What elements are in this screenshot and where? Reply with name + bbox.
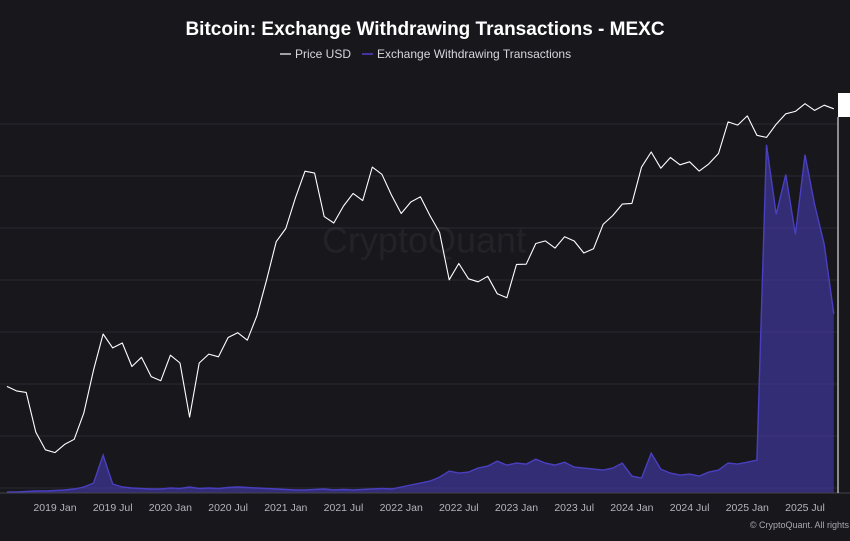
series-price-line[interactable] — [6, 103, 834, 454]
x-tick-label: 2025 Jul — [785, 502, 825, 514]
x-tick-label: 2023 Jan — [495, 502, 538, 514]
watermark: CryptoQuant — [322, 220, 526, 261]
legend-item-price[interactable]: Price USD — [280, 47, 351, 61]
price-value-marker — [838, 93, 850, 117]
x-tick-label: 2019 Jul — [93, 502, 133, 514]
legend: Price USD Exchange Withdrawing Transacti… — [280, 47, 571, 61]
x-tick-label: 2020 Jan — [149, 502, 192, 514]
x-tick-label: 2021 Jul — [324, 502, 364, 514]
x-tick-label: 2025 Jan — [726, 502, 769, 514]
x-tick-label: 2022 Jul — [439, 502, 479, 514]
x-tick-label: 2022 Jan — [380, 502, 423, 514]
x-tick-label: 2024 Jul — [670, 502, 710, 514]
x-axis-ticks: 2019 Jan 2019 Jul 2020 Jan 2020 Jul 2021 Jan… — [33, 502, 824, 514]
x-tick-label: 2024 Jan — [610, 502, 653, 514]
series-layer — [6, 103, 835, 494]
legend-label-price: Price USD — [295, 47, 351, 61]
x-tick-label: 2019 Jan — [33, 502, 76, 514]
copyright-credit: © CryptoQuant. All rights — [750, 520, 850, 530]
series-transactions-line[interactable] — [6, 144, 835, 493]
grid-lines — [0, 123, 838, 489]
legend-item-transactions[interactable]: Exchange Withdrawing Transactions — [362, 47, 571, 61]
legend-label-transactions: Exchange Withdrawing Transactions — [377, 47, 571, 61]
x-tick-label: 2020 Jul — [208, 502, 248, 514]
x-tick-label: 2023 Jul — [554, 502, 594, 514]
x-tick-label: 2021 Jan — [264, 502, 307, 514]
chart-title: Bitcoin: Exchange Withdrawing Transactio… — [185, 19, 664, 40]
